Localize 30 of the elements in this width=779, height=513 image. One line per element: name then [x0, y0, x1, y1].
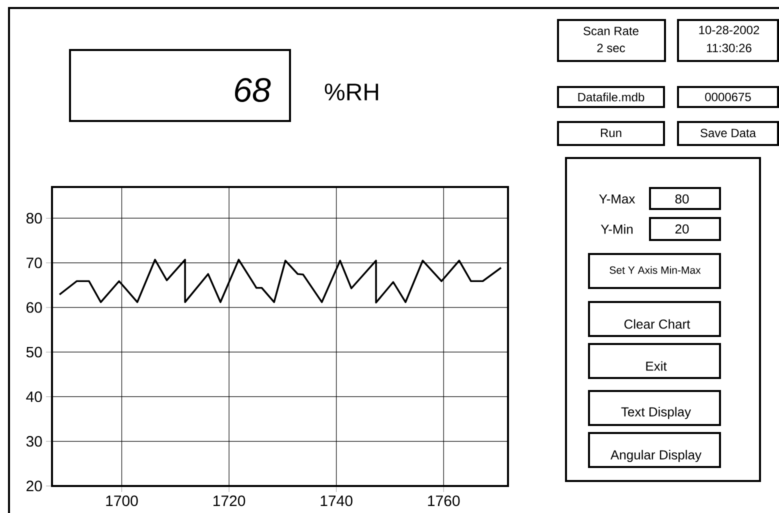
text: %RH: [324, 84, 378, 100]
text: Y-Min: [600, 224, 633, 234]
y-tick-label: 70: [26, 258, 42, 268]
y-tick-label: 20: [26, 480, 42, 492]
text: Scan Rate: [584, 26, 638, 36]
text: 11:30:26: [707, 44, 752, 52]
y-tick-label: 40: [26, 391, 42, 402]
text: Datafile.mdb: [578, 92, 644, 102]
text: Exit: [646, 361, 667, 371]
text: 0000675: [705, 92, 751, 102]
text: Y-Max: [599, 194, 636, 204]
x-tick-label: 1740: [320, 496, 352, 506]
text: Clear Chart: [624, 319, 690, 329]
x-tick-label: 1760: [428, 496, 460, 506]
text: 68: [235, 78, 271, 102]
text: Text Display: [621, 406, 691, 420]
text: Set Y Axis Min-Max: [610, 266, 701, 274]
text: Save Data: [700, 128, 756, 138]
text: 10-28-2002: [699, 26, 760, 34]
x-tick-label: 1700: [106, 496, 138, 506]
y-tick-label: 50: [26, 346, 42, 358]
y-tick-label: 30: [26, 436, 42, 447]
y-tick-label: 60: [26, 302, 42, 313]
y-tick-label: 80: [26, 212, 42, 224]
text: 20: [675, 224, 689, 234]
x-tick-label: 1720: [214, 496, 246, 506]
text: 2 sec: [597, 44, 626, 52]
text: Angular Display: [610, 450, 702, 462]
text: Run: [600, 128, 622, 138]
text: 80: [675, 194, 689, 204]
